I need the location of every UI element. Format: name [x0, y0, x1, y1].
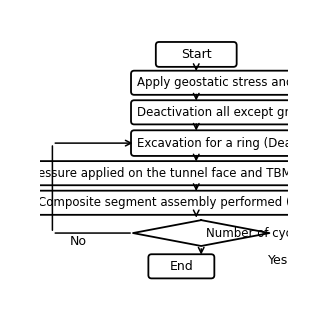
FancyBboxPatch shape [148, 254, 214, 278]
Text: Apply geostatic stress and g: Apply geostatic stress and g [137, 76, 305, 89]
FancyBboxPatch shape [131, 71, 311, 95]
FancyBboxPatch shape [131, 130, 311, 156]
Text: Deactivation all except gr: Deactivation all except gr [137, 106, 290, 119]
Text: Yes: Yes [268, 254, 288, 267]
Text: Excavation for a ring (Deactivati: Excavation for a ring (Deactivati [137, 137, 320, 150]
FancyBboxPatch shape [32, 191, 311, 215]
Text: Composite segment assembly performed (: Composite segment assembly performed ( [38, 196, 291, 209]
FancyBboxPatch shape [156, 42, 237, 67]
FancyBboxPatch shape [32, 161, 311, 185]
FancyBboxPatch shape [131, 100, 311, 124]
Text: Number of cycles: Number of cycles [206, 227, 309, 240]
Text: essure applied on the tunnel face and TBM g: essure applied on the tunnel face and TB… [38, 167, 303, 180]
Text: End: End [170, 260, 193, 273]
Text: Start: Start [181, 48, 212, 61]
Text: No: No [70, 235, 87, 248]
